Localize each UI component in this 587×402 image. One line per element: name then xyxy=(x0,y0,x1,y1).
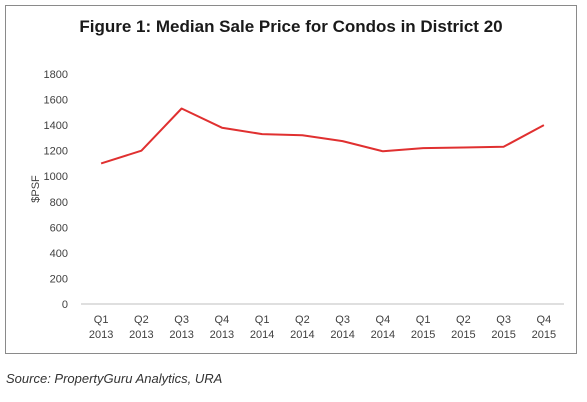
y-tick-label: 1400 xyxy=(44,120,68,132)
x-tick-label: Q4 2013 xyxy=(210,314,234,341)
x-tick-label: Q1 2013 xyxy=(89,314,113,341)
line-chart: 0 200 400 600 800 1000 1200 1400 1600 1800 $PSF Q1 2… xyxy=(30,69,564,341)
y-tick-label: 1800 xyxy=(44,69,68,81)
x-tick-label: Q4 2014 xyxy=(371,314,395,341)
series-line xyxy=(100,107,545,165)
x-tick-label: Q3 2015 xyxy=(491,314,515,341)
y-tick-label: 600 xyxy=(50,222,68,234)
x-tick-label: Q2 2015 xyxy=(451,314,475,341)
y-tick-label: 400 xyxy=(50,248,68,260)
x-tick-label: Q1 2015 xyxy=(411,314,435,341)
x-tick-label: Q4 2015 xyxy=(532,314,556,341)
chart-title: Figure 1: Median Sale Price for Condos i… xyxy=(79,17,503,36)
y-tick-label: 1600 xyxy=(44,95,68,107)
x-tick-label: Q1 2014 xyxy=(250,314,274,341)
y-tick-label: 1000 xyxy=(44,171,68,183)
y-tick-label: 0 xyxy=(62,299,68,311)
y-tick-label: 1200 xyxy=(44,146,68,158)
y-axis-label: $PSF xyxy=(30,175,42,203)
y-tick-label: 200 xyxy=(50,273,68,285)
x-tick-label: Q3 2014 xyxy=(330,314,354,341)
source-note: Source: PropertyGuru Analytics, URA xyxy=(6,371,223,386)
x-tick-label: Q3 2013 xyxy=(169,314,193,341)
y-tick-label: 800 xyxy=(50,197,68,209)
x-tick-label: Q2 2014 xyxy=(290,314,314,341)
chart-frame: Figure 1: Median Sale Price for Condos i… xyxy=(5,5,577,354)
x-tick-label: Q2 2013 xyxy=(129,314,153,341)
